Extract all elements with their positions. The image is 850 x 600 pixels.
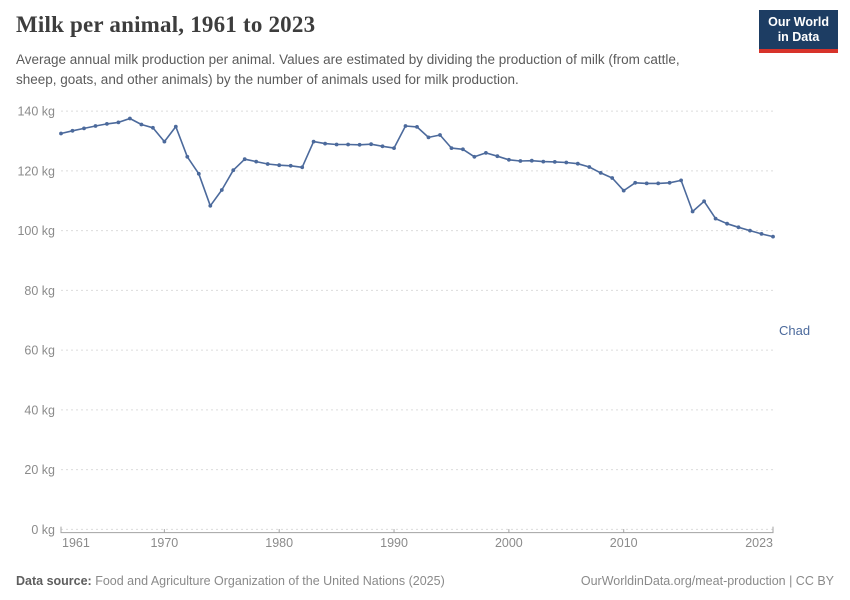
data-point (679, 178, 683, 183)
data-point (288, 163, 293, 168)
series-label-chad: Chad (779, 322, 811, 338)
data-point (173, 124, 178, 129)
data-point (633, 180, 638, 185)
x-tick-label: 1970 (150, 536, 178, 550)
data-point (461, 147, 465, 152)
data-point (334, 142, 339, 147)
x-tick-label: 1990 (380, 536, 408, 550)
data-point (713, 216, 718, 221)
data-point (185, 154, 190, 159)
owid-logo: Our World in Data (759, 10, 838, 53)
data-point (219, 188, 224, 192)
y-tick-label: 20 kg (24, 463, 55, 477)
data-point (495, 154, 500, 159)
data-point (575, 161, 580, 166)
data-point (690, 209, 695, 214)
data-point (415, 125, 419, 129)
data-point (311, 139, 316, 144)
data-point (369, 142, 373, 147)
data-point (656, 181, 661, 186)
data-point (541, 159, 546, 164)
data-point (771, 234, 775, 239)
y-tick-label: 40 kg (24, 403, 55, 417)
data-point (208, 203, 213, 208)
y-tick-label: 140 kg (17, 105, 55, 119)
data-point (438, 133, 442, 137)
data-point (725, 221, 729, 226)
data-source-text: Food and Agriculture Organization of the… (95, 574, 445, 588)
data-point (621, 188, 626, 193)
y-tick-label: 60 kg (24, 344, 55, 358)
data-point (93, 124, 98, 128)
logo-line1: Our World (768, 15, 829, 29)
x-tick-label: 2023 (745, 536, 773, 550)
data-point (162, 139, 167, 144)
data-point (644, 181, 649, 186)
data-point (105, 122, 109, 126)
data-source-label: Data source: (16, 574, 92, 588)
data-point (552, 160, 557, 164)
data-point (449, 146, 454, 150)
data-point (529, 158, 534, 163)
data-point (196, 171, 201, 176)
x-tick-label: 2000 (495, 536, 523, 550)
data-point (403, 124, 408, 128)
data-line (60, 117, 774, 238)
data-point (254, 159, 259, 164)
y-tick-label: 120 kg (17, 164, 55, 178)
data-source: Data source: Food and Agriculture Organi… (16, 574, 445, 588)
data-point (392, 146, 396, 150)
data-point (82, 126, 86, 131)
x-tick-label: 1980 (265, 536, 293, 550)
data-point (564, 160, 569, 165)
data-point (139, 122, 144, 127)
line-chart: 0 kg 20 kg 40 kg 60 kg 80 kg 100 kg 120 kg 140 … (17, 105, 775, 550)
data-point (265, 162, 270, 166)
data-point (472, 154, 477, 159)
data-point (759, 232, 764, 236)
data-point (380, 144, 385, 149)
data-point (484, 151, 488, 155)
y-tick-label: 0 kg (31, 523, 55, 537)
data-point (518, 159, 523, 163)
data-point (323, 141, 327, 146)
data-point (667, 180, 672, 185)
logo-line2: in Data (777, 30, 820, 44)
data-point (598, 171, 603, 175)
data-point (116, 120, 121, 125)
page-title: Milk per animal, 1961 to 2023 (16, 12, 316, 37)
y-tick-label: 80 kg (24, 284, 55, 298)
data-point (507, 157, 511, 162)
data-point (151, 125, 155, 130)
data-point (426, 135, 431, 140)
chart-subtitle: Average annual milk production per anima… (16, 52, 680, 87)
x-tick-label: 2010 (610, 536, 638, 550)
data-point (127, 116, 132, 121)
data-point (702, 199, 706, 204)
data-point (357, 142, 362, 147)
y-tick-label: 100 kg (17, 224, 55, 238)
data-point (587, 165, 592, 169)
data-point (70, 128, 75, 133)
data-point (346, 142, 350, 147)
footer-link: OurWorldinData.org/meat-production | CC … (580, 574, 834, 588)
data-point (300, 165, 305, 170)
data-point (748, 228, 752, 233)
data-point (736, 225, 741, 230)
chart-plot-area: 0 kg 20 kg 40 kg 60 kg 80 kg 100 kg 120 kg 140 … (0, 95, 850, 555)
data-point (231, 168, 236, 173)
data-point (610, 176, 615, 180)
data-point (59, 131, 63, 136)
x-tick-label: 1961 (62, 536, 90, 550)
data-point (242, 157, 247, 162)
data-point (277, 163, 282, 168)
